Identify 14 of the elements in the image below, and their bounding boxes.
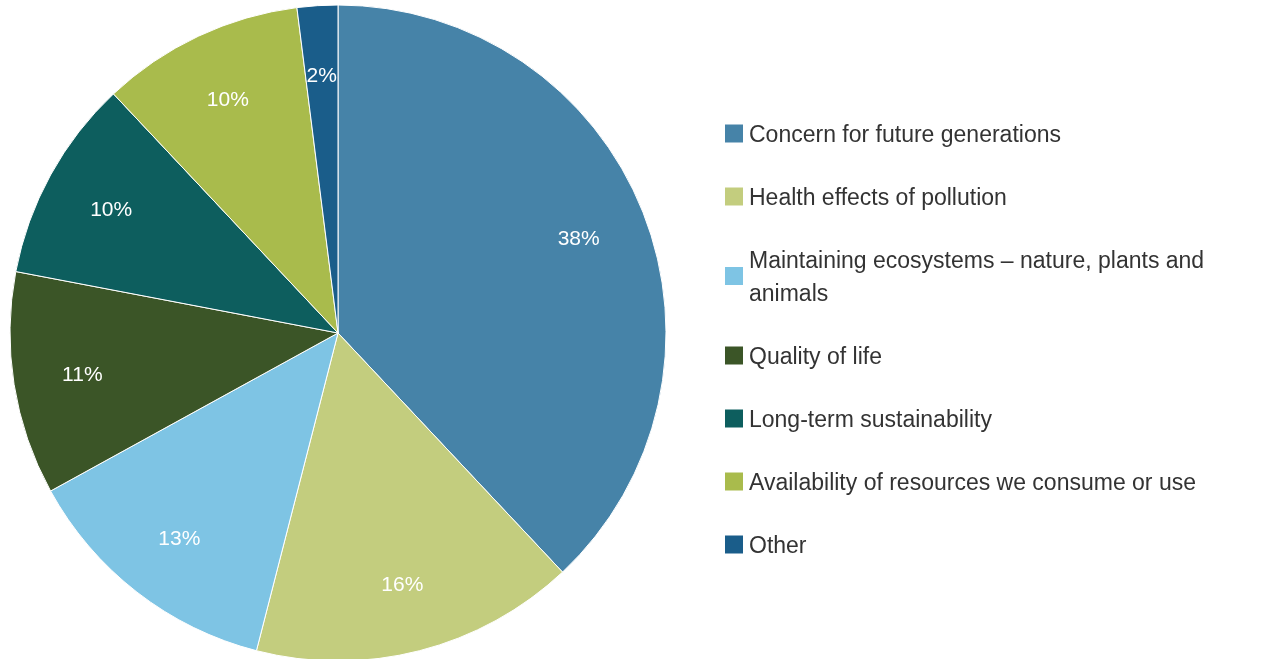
legend-label: Long-term sustainability: [749, 405, 993, 432]
legend-label: Health effects of pollution: [749, 183, 1007, 210]
data-label: 38%: [557, 226, 600, 250]
data-label: 2%: [306, 63, 337, 87]
legend-label: Availability of resources we consume or use: [749, 468, 1197, 495]
legend-label: Other: [749, 531, 807, 558]
data-label: 11%: [62, 361, 103, 385]
data-label: 13%: [158, 526, 201, 550]
data-label: 16%: [381, 572, 424, 596]
data-label: 10%: [206, 87, 249, 111]
legend-label: Quality of life: [749, 342, 882, 369]
data-label: 10%: [90, 196, 133, 220]
legend-label: Maintaining ecosystems – nature, plants and animals: [749, 246, 1211, 306]
legend-label: Concern for future generations: [749, 120, 1061, 147]
